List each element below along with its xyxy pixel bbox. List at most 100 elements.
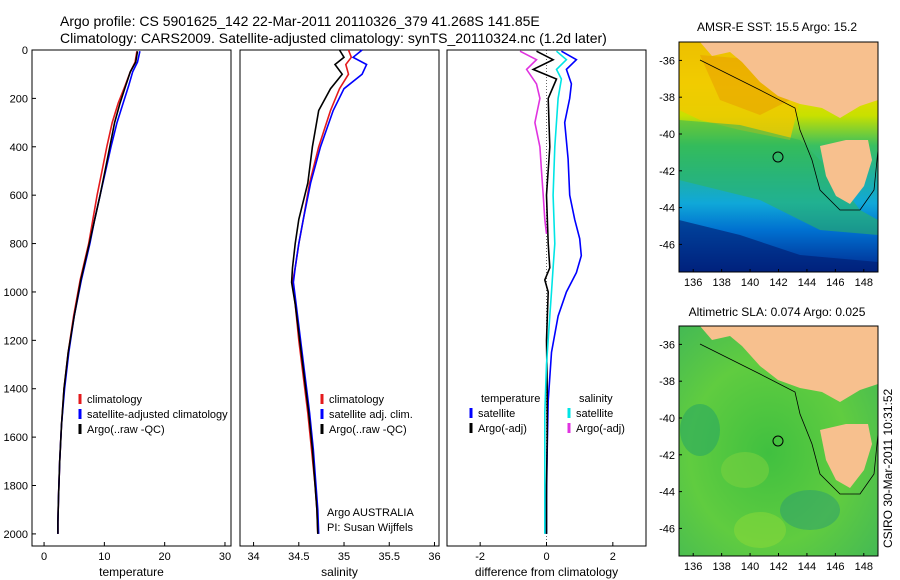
difference-series-3 — [519, 50, 548, 234]
map-lat-tick-label: -46 — [659, 239, 675, 251]
map-lon-tick-label: 146 — [826, 561, 844, 573]
temperature-legend-label: Argo(..raw -QC) — [87, 424, 165, 436]
temperature-legend-label: satellite-adjusted climatology — [87, 409, 228, 421]
salinity-x-tick-label: 36 — [428, 551, 440, 563]
sla-blob-4 — [734, 512, 786, 548]
difference-legend-title: salinity — [579, 393, 613, 405]
sla-tasmania — [820, 424, 872, 488]
salinity-legend-label: Argo(..raw -QC) — [329, 424, 407, 436]
map-lon-tick-label: 136 — [684, 561, 702, 573]
timestamp-stamp: CSIRO 30-Mar-2011 10:31:52 — [881, 388, 895, 548]
map-lon-tick-label: 140 — [741, 561, 759, 573]
sla-blob-2 — [721, 452, 769, 488]
depth-tick-label: 1600 — [4, 432, 28, 444]
salinity-series-2 — [290, 49, 346, 534]
salinity-legend-label: satellite adj. clim. — [329, 409, 413, 421]
sst-cold-south — [679, 220, 878, 272]
difference-series-1 — [531, 50, 558, 534]
sla-argo-marker — [772, 435, 784, 447]
sst-shelf-contour — [699, 59, 878, 211]
salinity-plot-frame — [239, 49, 440, 547]
map-lat-tick-label: -46 — [659, 523, 675, 535]
map-lon-tick-label: 144 — [798, 561, 816, 573]
sst-map-axes: 136 138 140 142 144 146 148 -36 -38 -40 -42 -44 -46 — [659, 55, 873, 289]
difference-legend-label: satellite — [576, 408, 613, 420]
difference-x-tick-label: 2 — [610, 551, 616, 563]
map-lat-tick-label: -44 — [659, 203, 675, 215]
pi-label: PI: Susan Wijffels — [327, 522, 413, 534]
temperature-x-tick-label: 0 — [41, 551, 47, 563]
temperature-profile-plot: 0 10 20 30 temperature 0 200 400 600 800 1000 1200 1… — [4, 45, 232, 579]
header-line-2: Climatology: CARS2009. Satellite-adjuste… — [60, 30, 607, 46]
map-lat-tick-label: -36 — [659, 339, 675, 351]
temperature-legend-label: climatology — [87, 394, 143, 406]
map-lat-tick-label: -36 — [659, 55, 675, 67]
sst-argo-marker — [772, 151, 784, 163]
map-lat-tick-label: -38 — [659, 92, 675, 104]
salinity-x-tick-label: 35.5 — [379, 551, 400, 563]
difference-series-2 — [543, 50, 568, 534]
depth-tick-label: 800 — [10, 239, 28, 251]
sla-map: Altimetric SLA: 0.074 Argo: 0.025 136 138… — [659, 305, 879, 573]
difference-legend-label: satellite — [478, 408, 515, 420]
map-lon-tick-label: 142 — [769, 277, 787, 289]
map-lon-tick-label: 148 — [855, 561, 873, 573]
map-lon-tick-label: 138 — [712, 561, 730, 573]
agency-label: Argo AUSTRALIA — [327, 507, 414, 519]
map-lon-tick-label: 142 — [769, 561, 787, 573]
map-lon-tick-label: 138 — [712, 277, 730, 289]
map-lon-tick-label: 146 — [826, 277, 844, 289]
difference-series-0 — [545, 50, 583, 534]
salinity-x-tick-label: 34 — [247, 551, 259, 563]
difference-x-axis-label: difference from climatology — [475, 565, 618, 579]
depth-tick-label: 1800 — [4, 481, 28, 493]
sst-green-band — [679, 120, 878, 235]
salinity-profile-plot: 34 34.5 35 35.5 36 salinity climatology satelli… — [239, 49, 441, 579]
depth-tick-label: 1400 — [4, 384, 28, 396]
depth-tick-label: 1200 — [4, 335, 28, 347]
temperature-x-tick-label: 10 — [98, 551, 110, 563]
map-lat-tick-label: -40 — [659, 413, 675, 425]
sst-tasmania — [820, 140, 872, 204]
difference-legend-title: temperature — [481, 393, 540, 405]
depth-tick-label: 400 — [10, 142, 28, 154]
sla-land — [700, 326, 878, 402]
salinity-series-1 — [292, 49, 368, 534]
salinity-legend-label: climatology — [329, 394, 385, 406]
sst-land — [700, 42, 878, 118]
map-lat-tick-label: -42 — [659, 450, 675, 462]
map-lon-tick-label: 140 — [741, 277, 759, 289]
depth-tick-label: 0 — [22, 45, 28, 57]
map-lat-tick-label: -38 — [659, 376, 675, 388]
map-lat-tick-label: -44 — [659, 487, 675, 499]
sla-map-title: Altimetric SLA: 0.074 Argo: 0.025 — [689, 305, 866, 319]
temperature-x-tick-label: 30 — [219, 551, 231, 563]
temperature-x-tick-label: 20 — [159, 551, 171, 563]
sst-map-title: AMSR-E SST: 15.5 Argo: 15.2 — [697, 20, 857, 34]
difference-x-tick-label: 0 — [543, 551, 549, 563]
map-lat-tick-label: -42 — [659, 166, 675, 178]
header-line-1: Argo profile: CS 5901625_142 22-Mar-2011… — [60, 13, 540, 29]
sla-shelf-contour — [699, 343, 878, 495]
temperature-x-axis-label: temperature — [99, 565, 164, 579]
depth-tick-label: 1000 — [4, 287, 28, 299]
difference-legend-label: Argo(-adj) — [576, 423, 625, 435]
salinity-x-tick-label: 35 — [338, 551, 350, 563]
sla-blob-1 — [680, 404, 720, 456]
map-lon-tick-label: 148 — [855, 277, 873, 289]
temperature-plot-frame — [31, 49, 232, 547]
depth-tick-label: 2000 — [4, 529, 28, 541]
difference-legend-label: Argo(-adj) — [478, 423, 527, 435]
map-lon-tick-label: 144 — [798, 277, 816, 289]
sst-map: AMSR-E SST: 15.5 Argo: 15.2 136 138 140 142… — [659, 20, 879, 289]
difference-x-tick-label: -2 — [475, 551, 485, 563]
map-lat-tick-label: -40 — [659, 129, 675, 141]
temperature-series-2 — [57, 51, 139, 534]
difference-profile-plot: -2 0 2 difference from climatology temperatu… — [446, 49, 647, 579]
map-lon-tick-label: 136 — [684, 277, 702, 289]
salinity-x-axis-label: salinity — [321, 565, 358, 579]
depth-tick-label: 200 — [10, 93, 28, 105]
depth-tick-label: 600 — [10, 190, 28, 202]
sla-map-axes: 136 138 140 142 144 146 148 -36 -38 -40 -42 -44 -46 — [659, 339, 873, 573]
